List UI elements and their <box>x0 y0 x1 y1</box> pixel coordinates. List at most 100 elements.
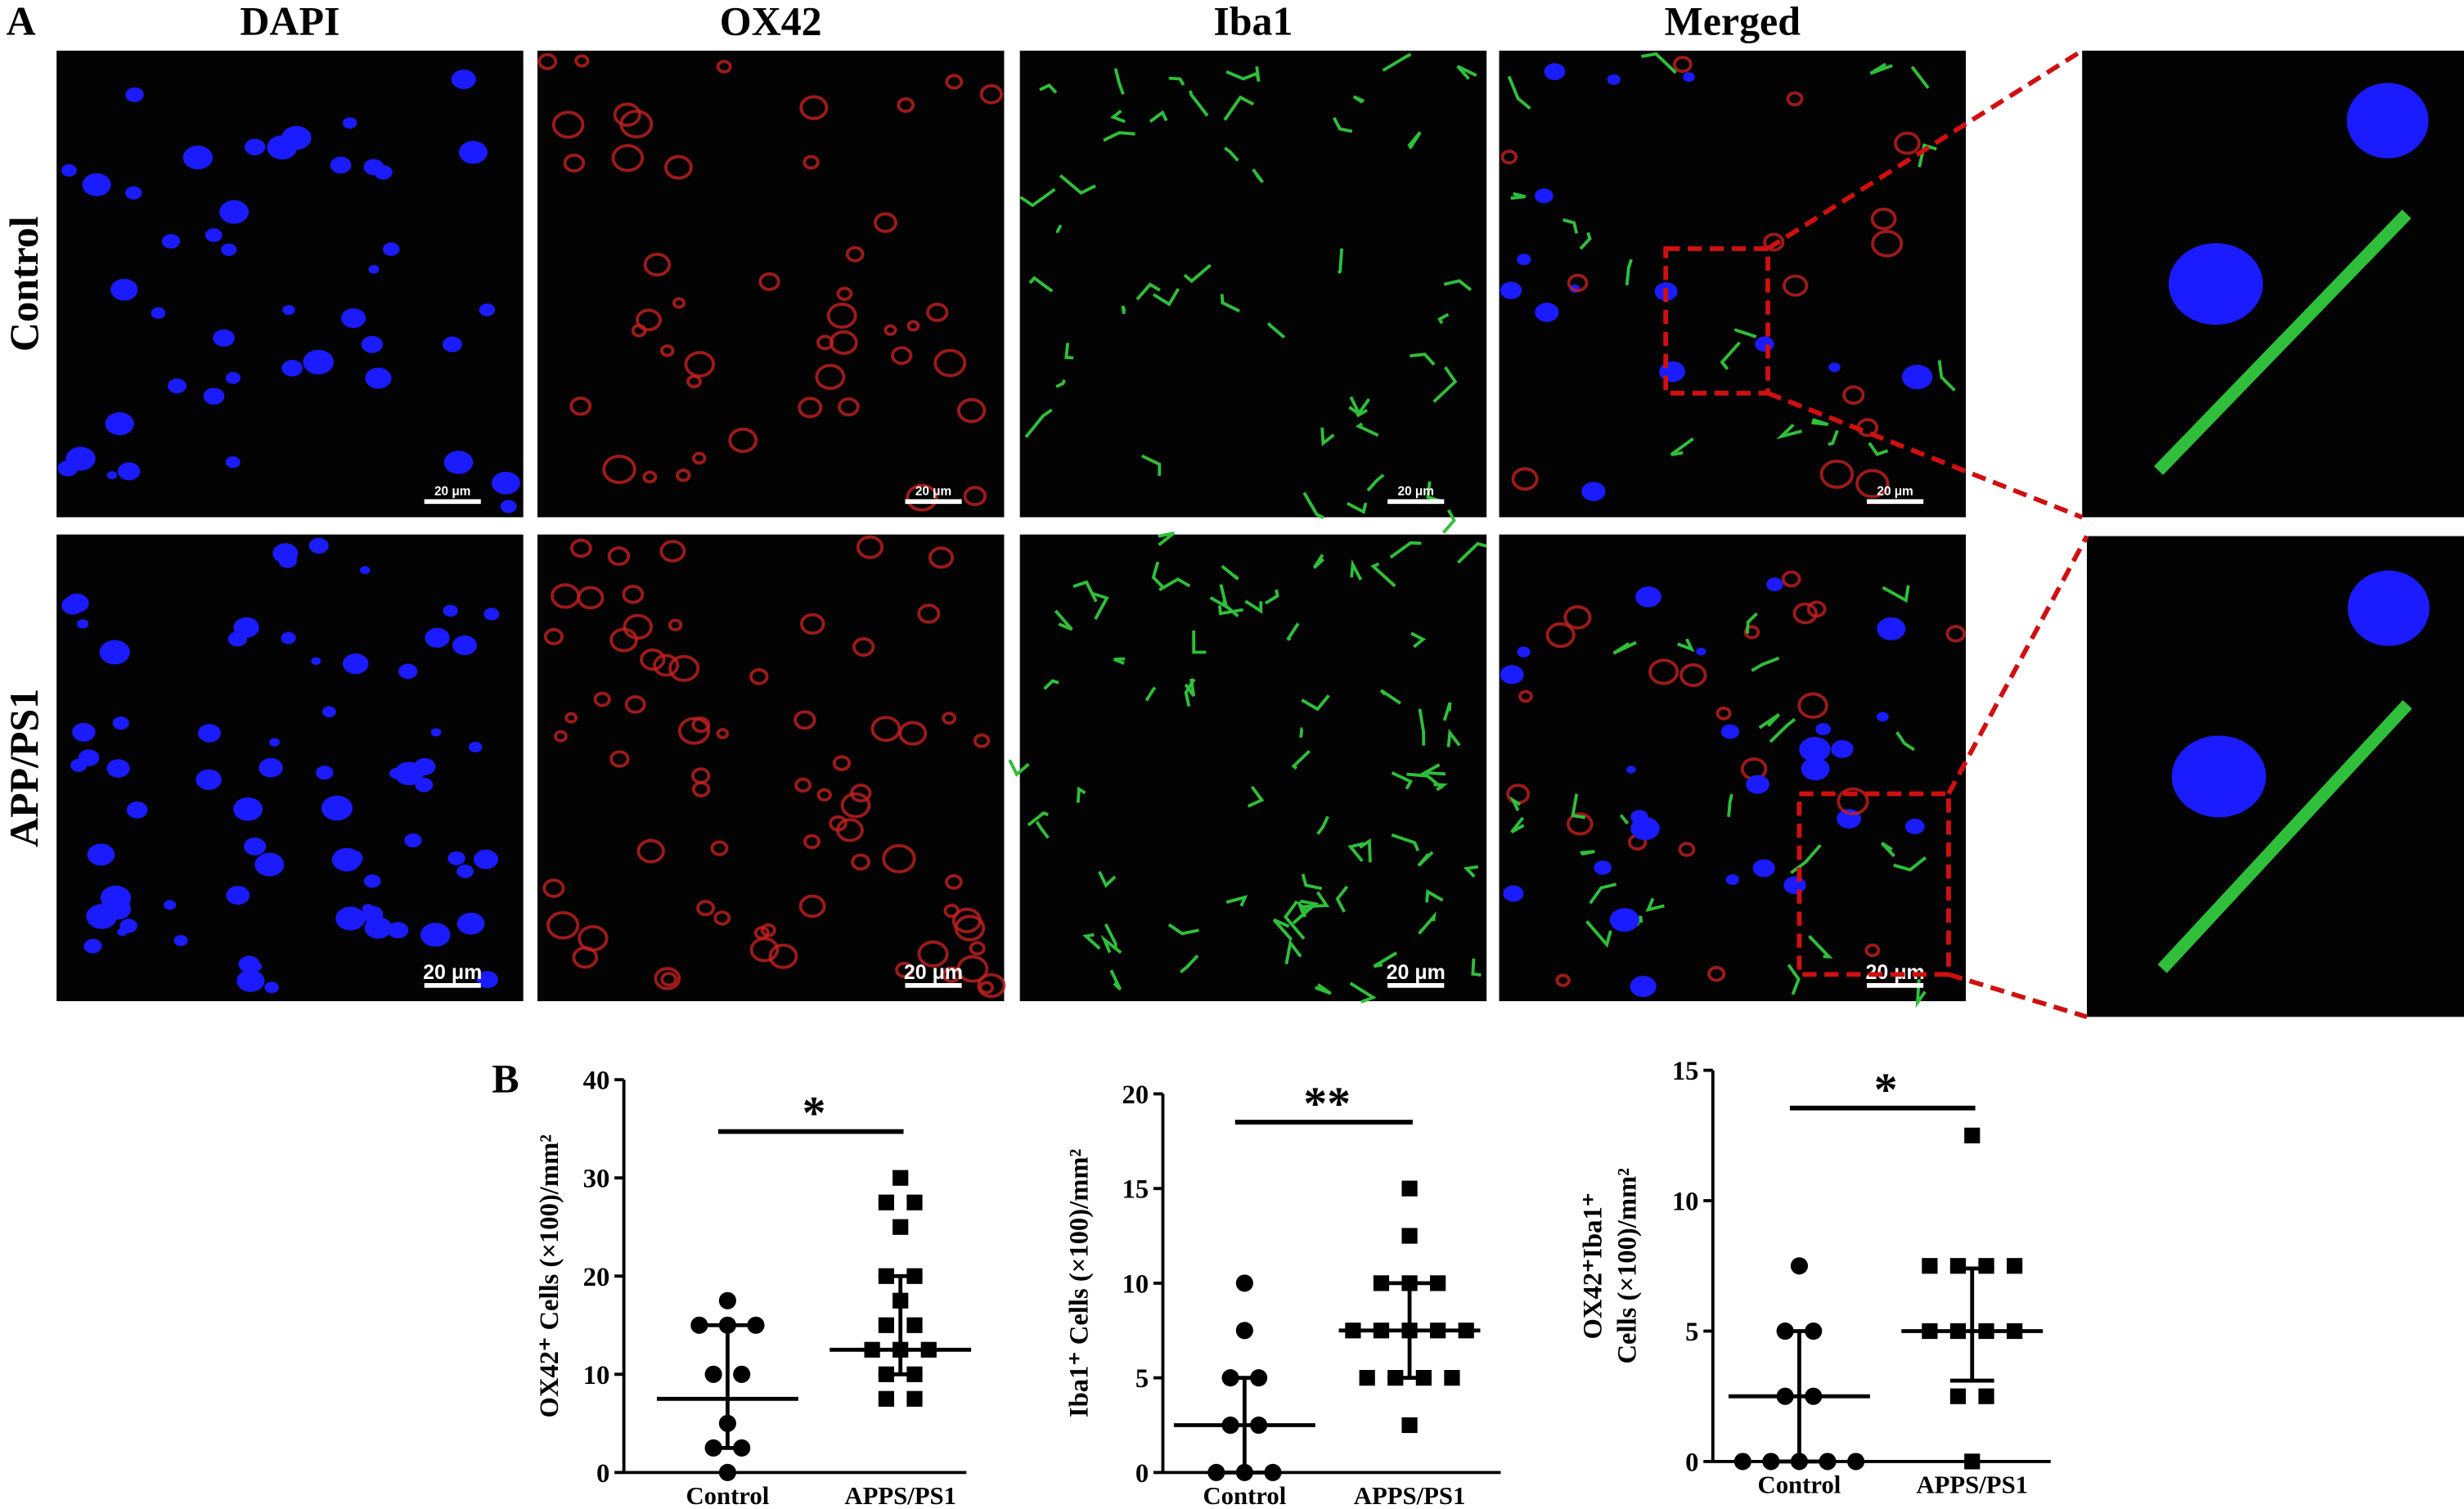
y-tick-label: 0 <box>1685 1448 1698 1477</box>
x-tick-label: Control <box>1203 1482 1286 1509</box>
process <box>1366 474 1385 492</box>
process <box>1054 609 1073 631</box>
nucleus <box>117 462 141 481</box>
process <box>1297 900 1307 918</box>
cell <box>1797 692 1828 719</box>
nucleus <box>196 769 222 790</box>
data-point <box>747 1316 765 1334</box>
process <box>1168 76 1185 86</box>
nucleus <box>368 265 380 274</box>
process <box>1880 842 1895 858</box>
process <box>1055 379 1066 388</box>
cell <box>1781 570 1801 588</box>
process <box>1510 191 1527 200</box>
panel-label: B <box>492 1055 519 1101</box>
process <box>1035 820 1050 839</box>
cell <box>710 840 729 856</box>
nucleus <box>1630 976 1657 997</box>
data-point <box>1733 1453 1751 1471</box>
cell <box>803 155 820 170</box>
cell <box>956 954 989 983</box>
nucleus <box>1500 281 1522 299</box>
micrograph <box>1499 534 1967 1002</box>
cell <box>543 627 564 645</box>
data-point <box>1819 1453 1837 1471</box>
y-axis-label: Iba1⁺ Cells (×100)/mm² <box>1064 1148 1094 1417</box>
process <box>1192 630 1207 654</box>
cell <box>672 297 686 309</box>
process <box>1223 95 1255 121</box>
significance-label: * <box>1874 1064 1898 1116</box>
cell <box>668 654 700 682</box>
zoom-line <box>1946 535 2089 795</box>
process <box>1024 408 1053 438</box>
scale-bar-label: 20 μm <box>434 485 470 499</box>
cell <box>1500 149 1518 165</box>
y-tick-label: 15 <box>1122 1175 1149 1205</box>
process <box>1882 585 1910 604</box>
process <box>1379 689 1401 705</box>
nucleus <box>125 186 142 200</box>
data-point <box>878 1317 895 1333</box>
cell <box>799 613 825 635</box>
cell <box>676 469 691 483</box>
nucleus <box>1746 775 1769 794</box>
nucleus <box>492 471 520 495</box>
micrograph <box>1019 50 1487 518</box>
nucleus <box>1828 362 1841 372</box>
nucleus <box>364 874 381 888</box>
nucleus <box>1503 885 1524 902</box>
cell <box>1566 812 1594 836</box>
process <box>1144 686 1157 702</box>
nucleus <box>413 757 436 775</box>
y-tick-label: 40 <box>583 1067 610 1096</box>
nucleus <box>282 304 295 316</box>
process <box>1348 396 1361 415</box>
process <box>1432 366 1458 403</box>
process <box>1109 969 1122 990</box>
nucleus <box>1815 723 1832 735</box>
cell <box>979 83 1004 105</box>
cell <box>836 818 864 842</box>
cell <box>1837 787 1869 815</box>
cell <box>1511 467 1539 491</box>
process <box>1437 312 1450 325</box>
cell <box>963 486 987 506</box>
cell <box>609 750 630 768</box>
nucleus <box>404 833 422 848</box>
process <box>1224 146 1239 162</box>
process <box>1425 889 1444 903</box>
y-tick-label: 0 <box>596 1459 609 1489</box>
process <box>1359 838 1372 863</box>
cell <box>1707 966 1726 982</box>
cell <box>593 691 611 707</box>
nucleus <box>1752 859 1775 878</box>
process <box>1589 882 1617 905</box>
cell <box>574 54 590 68</box>
nucleus <box>65 447 96 471</box>
cell <box>1678 842 1696 857</box>
nucleus <box>1725 874 1740 885</box>
cell <box>653 653 680 677</box>
cell <box>815 363 846 390</box>
nucleus <box>338 157 348 165</box>
nucleus <box>443 604 458 618</box>
cell <box>654 967 681 990</box>
nucleus <box>151 307 166 319</box>
nucleus <box>223 209 234 218</box>
cell <box>749 668 769 685</box>
nucleus <box>388 922 409 939</box>
scale-bar-label: 20 μm <box>1398 485 1434 499</box>
process <box>2157 699 2412 973</box>
process <box>1302 492 1324 519</box>
panel-label: A <box>7 0 36 44</box>
nucleus <box>198 724 221 743</box>
process <box>1868 442 1889 456</box>
nucleus <box>389 767 403 779</box>
process <box>1937 360 1956 392</box>
scale-bar-label: 20 μm <box>915 485 951 499</box>
nucleus <box>87 843 115 866</box>
zoom-box <box>1796 791 1951 977</box>
y-tick-label: 30 <box>583 1165 610 1194</box>
process <box>1252 168 1265 184</box>
